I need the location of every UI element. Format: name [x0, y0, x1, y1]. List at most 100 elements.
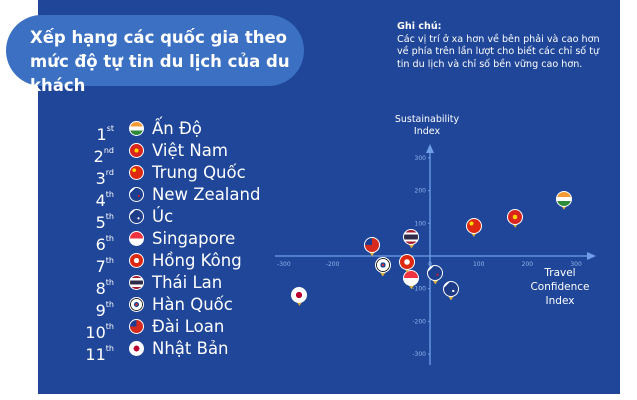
thailand-flag-icon [403, 229, 420, 246]
ranking-row: 5th Úc [70, 206, 300, 232]
rank-value: 5 [95, 213, 106, 232]
rank-value: 7 [95, 257, 106, 276]
data-point: Việt Nam [507, 208, 524, 228]
note-text: Các vị trí ở xa hơn về bên phải và cao h… [397, 33, 600, 70]
china-flag-icon [129, 165, 144, 180]
rank-number: 2nd [94, 140, 114, 168]
country-name: Hàn Quốc [152, 295, 233, 314]
thailand-flag-icon [129, 275, 144, 290]
rank-value: 9 [95, 301, 106, 320]
rank-value: 4 [95, 191, 106, 210]
rank-suffix: nd [103, 146, 114, 155]
country-name: Singapore [152, 229, 236, 248]
x-tick-label: -300 [277, 261, 291, 268]
rank-suffix: rd [105, 168, 114, 177]
rank-number: 9th [96, 294, 114, 322]
australia-flag-icon [442, 281, 459, 298]
rank-number: 10th [85, 316, 114, 344]
rank-number: 3rd [96, 162, 114, 190]
india-flag-icon [129, 121, 144, 136]
title-pill [6, 15, 304, 86]
rank-suffix: th [105, 234, 114, 243]
rank-number: 7th [96, 250, 114, 278]
new-zealand-flag-icon [129, 187, 144, 202]
korea-flag-icon [374, 257, 391, 274]
data-point: Trung Quốc [465, 217, 482, 237]
rank-number: 8th [96, 272, 114, 300]
note-box: Ghi chú: Các vị trí ở xa hơn về bên phải… [397, 21, 607, 71]
x-tick-label: 200 [522, 261, 534, 268]
data-point: Singapore [403, 270, 420, 290]
korea-flag-icon [129, 297, 144, 312]
taiwan-flag-icon [364, 237, 381, 254]
ranking-row: 2nd Việt Nam [70, 140, 300, 166]
rank-value: 10 [85, 323, 106, 342]
rank-number: 11th [85, 338, 114, 366]
ranking-row: 6th Singapore [70, 228, 300, 254]
india-flag-icon [555, 190, 572, 207]
rank-suffix: th [105, 190, 114, 199]
y-tick-label: 100 [415, 220, 427, 227]
rank-suffix: st [106, 124, 114, 133]
ranking-row: 8th Thái Lan [70, 272, 300, 298]
y-axis-label: Sustainability Index [395, 114, 460, 137]
country-name: New Zealand [152, 185, 261, 204]
rank-suffix: th [105, 278, 114, 287]
singapore-flag-icon [129, 231, 144, 246]
rank-value: 8 [95, 279, 106, 298]
vietnam-flag-icon [507, 208, 524, 225]
ranking-row: 1st Ấn Độ [70, 118, 300, 144]
data-point: Úc [442, 281, 459, 301]
country-name: Trung Quốc [152, 163, 246, 182]
x-axis-label: Travel Confidence Index [530, 267, 589, 307]
data-point: Đài Loan [364, 237, 381, 257]
ranking-row: 10th Đài Loan [70, 316, 300, 342]
country-name: Đài Loan [152, 317, 225, 336]
rank-value: 6 [95, 235, 106, 254]
rank-value: 11 [85, 345, 106, 364]
page-title: Xếp hạng các quốc gia theo mức độ tự tin… [30, 28, 290, 95]
rank-suffix: th [105, 322, 114, 331]
data-point: Nhật Bản [291, 286, 308, 306]
ranking-row: 9th Hàn Quốc [70, 294, 300, 320]
data-point: Hồng Kông [399, 253, 416, 273]
y-tick-label: -300 [412, 351, 426, 358]
country-name: Thái Lan [152, 273, 223, 292]
x-axis-arrow [587, 252, 596, 260]
rank-value: 3 [95, 169, 106, 188]
ranking-row: 4th New Zealand [70, 184, 300, 210]
japan-flag-icon [129, 341, 144, 356]
country-name: Việt Nam [152, 141, 228, 160]
singapore-flag-icon [403, 270, 420, 287]
rank-suffix: th [105, 256, 114, 265]
rank-number: 1st [97, 118, 115, 146]
rank-suffix: th [105, 212, 114, 221]
y-tick-label: -100 [412, 286, 426, 293]
rank-suffix: th [105, 344, 114, 353]
x-tick-label: -200 [326, 261, 340, 268]
country-name: Ấn Độ [152, 119, 202, 138]
data-point: Thái Lan [403, 229, 420, 249]
hong-kong-flag-icon [399, 253, 416, 270]
new-zealand-flag-icon [427, 265, 444, 282]
data-point: New Zealand [427, 265, 444, 285]
japan-flag-icon [291, 286, 308, 303]
country-name: Úc [152, 207, 174, 226]
rank-suffix: th [105, 300, 114, 309]
hong-kong-flag-icon [129, 253, 144, 268]
ranking-row: 7th Hồng Kông [70, 250, 300, 276]
y-tick-label: 200 [415, 188, 427, 195]
y-axis-arrow [426, 144, 434, 153]
rank-number: 4th [96, 184, 114, 212]
data-point: Hàn Quốc [374, 257, 391, 277]
x-tick-label: 0 [428, 261, 432, 268]
y-tick-label: 300 [415, 155, 427, 162]
country-name: Nhật Bản [152, 339, 229, 358]
rank-value: 2 [93, 147, 104, 166]
note-heading: Ghi chú: [397, 21, 442, 32]
rank-value: 1 [96, 125, 107, 144]
y-tick-label: -200 [412, 318, 426, 325]
china-flag-icon [465, 217, 482, 234]
x-tick-label: 300 [570, 261, 582, 268]
